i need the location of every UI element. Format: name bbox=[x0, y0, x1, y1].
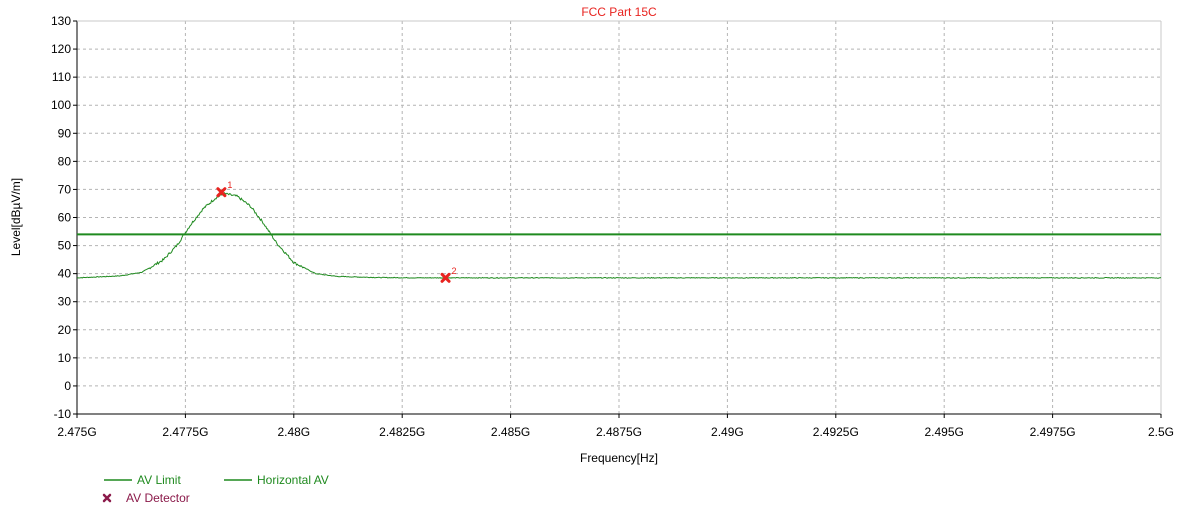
x-tick-label: 2.485G bbox=[491, 425, 530, 439]
legend-label: AV Detector bbox=[126, 491, 190, 505]
y-tick-label: 0 bbox=[64, 379, 71, 393]
legend: AV Limit Horizontal AV AV Detector bbox=[102, 473, 329, 505]
x-marker-icon bbox=[102, 493, 112, 503]
marker-x-icon bbox=[216, 187, 227, 198]
y-tick-label: 90 bbox=[58, 126, 72, 140]
av-detector-marker: 2 bbox=[440, 266, 457, 283]
x-tick-label: 2.48G bbox=[277, 425, 310, 439]
y-tick-label: 40 bbox=[58, 267, 72, 281]
av-detector-marker: 1 bbox=[216, 180, 232, 198]
x-tick-label: 2.4875G bbox=[596, 425, 642, 439]
y-tick-label: 20 bbox=[58, 323, 72, 337]
x-tick-label: 2.49G bbox=[711, 425, 744, 439]
markers: 12 bbox=[216, 180, 457, 283]
y-tick-label: 120 bbox=[51, 42, 71, 56]
marker-x-icon bbox=[440, 272, 451, 283]
x-tick-label: 2.4825G bbox=[379, 425, 425, 439]
y-tick-label: 130 bbox=[51, 14, 71, 28]
marker-label: 1 bbox=[227, 180, 232, 190]
y-tick-label: 70 bbox=[58, 182, 72, 196]
legend-item: AV Detector bbox=[102, 491, 190, 505]
marker-label: 2 bbox=[452, 266, 457, 276]
legend-item: AV Limit bbox=[104, 473, 181, 487]
grid bbox=[77, 20, 1162, 414]
x-tick-label: 2.475G bbox=[57, 425, 96, 439]
legend-label: AV Limit bbox=[137, 473, 181, 487]
x-tick-label: 2.4775G bbox=[162, 425, 208, 439]
y-tick-label: -10 bbox=[54, 407, 72, 421]
horizontal-av-line bbox=[76, 191, 1162, 279]
legend-label: Horizontal AV bbox=[257, 473, 329, 487]
chart-title: FCC Part 15C bbox=[581, 5, 657, 19]
y-tick-label: 30 bbox=[58, 295, 72, 309]
axes: -10 0 10 20 30 40 50 60 70 80 90 100 110 120 130 2.475G… bbox=[51, 14, 1174, 439]
y-tick-label: 50 bbox=[58, 239, 72, 253]
y-tick-label: 110 bbox=[52, 70, 71, 84]
x-tick-label: 2.4925G bbox=[813, 425, 859, 439]
legend-item: Horizontal AV bbox=[224, 473, 329, 487]
x-tick-label: 2.5G bbox=[1148, 425, 1174, 439]
x-tick-label: 2.4975G bbox=[1030, 425, 1076, 439]
y-axis-title: Level[dBµV/m] bbox=[9, 178, 23, 256]
y-tick-label: 60 bbox=[58, 211, 72, 225]
y-tick-label: 10 bbox=[58, 351, 72, 365]
y-tick-label: 80 bbox=[58, 154, 72, 168]
x-tick-label: 2.495G bbox=[925, 425, 964, 439]
x-axis-title: Frequency[Hz] bbox=[580, 451, 658, 465]
series-layer bbox=[76, 191, 1162, 279]
y-tick-label: 100 bbox=[51, 98, 71, 112]
